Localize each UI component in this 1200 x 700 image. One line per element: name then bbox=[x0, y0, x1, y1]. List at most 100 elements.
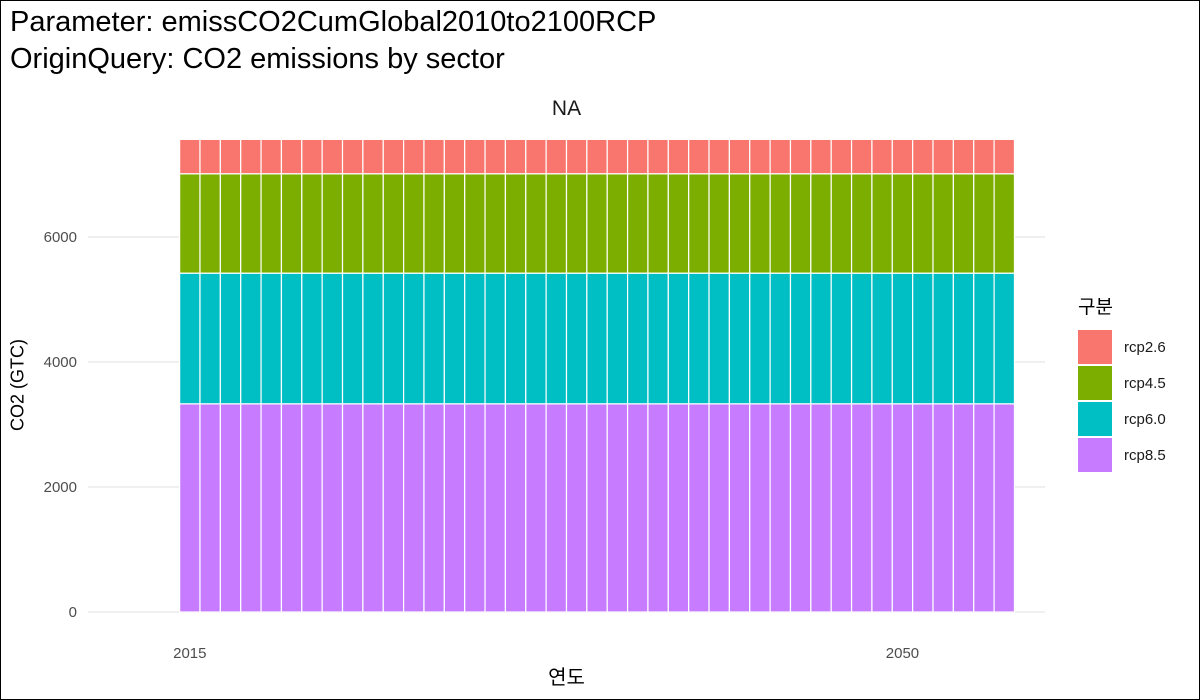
bar-segment-rcp6-0 bbox=[912, 272, 934, 405]
bar-segment-rcp6-0 bbox=[280, 272, 303, 405]
bar-segment-rcp8-5 bbox=[606, 403, 629, 613]
bar-segment-rcp8-5 bbox=[403, 403, 425, 613]
bar-segment-rcp2-6 bbox=[280, 138, 303, 175]
bar-segment-rcp4-5 bbox=[973, 173, 995, 274]
bar-segment-rcp4-5 bbox=[464, 173, 486, 274]
bar-segment-rcp4-5 bbox=[341, 173, 364, 274]
bar-segment-rcp2-6 bbox=[932, 138, 954, 175]
bar-segment-rcp2-6 bbox=[830, 138, 853, 175]
bar-segment-rcp6-0 bbox=[219, 272, 242, 405]
bar-segment-rcp2-6 bbox=[565, 138, 588, 175]
bar-segment-rcp2-6 bbox=[219, 138, 242, 175]
bar-segment-rcp4-5 bbox=[830, 173, 853, 274]
bar-segment-rcp6-0 bbox=[789, 272, 812, 405]
bar-segment-rcp4-5 bbox=[769, 173, 792, 274]
bar-segment-rcp8-5 bbox=[443, 403, 466, 613]
bar-segment-rcp4-5 bbox=[280, 173, 303, 274]
bar-segment-rcp4-5 bbox=[545, 173, 568, 274]
y-tick-label: 4000 bbox=[44, 354, 77, 371]
bar-segment-rcp8-5 bbox=[280, 403, 303, 613]
bar-segment-rcp6-0 bbox=[932, 272, 954, 405]
legend-item: rcp8.5 bbox=[1078, 437, 1166, 473]
bar-segment-rcp4-5 bbox=[810, 173, 832, 274]
bar-segment-rcp4-5 bbox=[260, 173, 283, 274]
legend-label: rcp6.0 bbox=[1124, 410, 1166, 428]
bar-segment-rcp8-5 bbox=[219, 403, 242, 613]
bar-segment-rcp6-0 bbox=[667, 272, 690, 405]
legend-label: rcp8.5 bbox=[1124, 446, 1166, 464]
bar-segment-rcp2-6 bbox=[260, 138, 283, 175]
bar-segment-rcp4-5 bbox=[952, 173, 975, 274]
bar-segment-rcp8-5 bbox=[341, 403, 364, 613]
bar-segment-rcp4-5 bbox=[179, 173, 201, 274]
bar-segment-rcp8-5 bbox=[647, 403, 669, 613]
legend-key-swatch bbox=[1078, 330, 1112, 364]
bar-segment-rcp8-5 bbox=[973, 403, 995, 613]
bar-segment-rcp8-5 bbox=[240, 403, 262, 613]
bar-segment-rcp4-5 bbox=[708, 173, 730, 274]
bar-segment-rcp6-0 bbox=[525, 272, 547, 405]
bar-segment-rcp2-6 bbox=[912, 138, 934, 175]
bar-segment-rcp8-5 bbox=[952, 403, 975, 613]
legend: 구분 rcp2.6 rcp4.5 rcp6.0 rcp8.5 bbox=[1078, 292, 1166, 473]
bar-segment-rcp6-0 bbox=[891, 272, 914, 405]
bar-segment-rcp8-5 bbox=[728, 403, 751, 613]
bar-segment-rcp8-5 bbox=[382, 403, 405, 613]
legend-title: 구분 bbox=[1078, 296, 1113, 318]
bar-segment-rcp8-5 bbox=[504, 403, 527, 613]
bar-segment-rcp6-0 bbox=[545, 272, 568, 405]
chart-title-origin-query: OriginQuery: CO2 emissions by sector bbox=[10, 43, 505, 75]
bar-segment-rcp6-0 bbox=[403, 272, 425, 405]
bar-segment-rcp6-0 bbox=[769, 272, 792, 405]
bar-segment-rcp8-5 bbox=[830, 403, 853, 613]
bar-segment-rcp4-5 bbox=[728, 173, 751, 274]
bar-segment-rcp2-6 bbox=[789, 138, 812, 175]
legend-key-swatch bbox=[1078, 402, 1112, 436]
bar-segment-rcp4-5 bbox=[871, 173, 893, 274]
bar-segment-rcp6-0 bbox=[321, 272, 344, 405]
bar-segment-rcp2-6 bbox=[525, 138, 547, 175]
legend-label: rcp4.5 bbox=[1124, 374, 1166, 392]
bar-segment-rcp6-0 bbox=[952, 272, 975, 405]
bar-segment-rcp4-5 bbox=[525, 173, 547, 274]
bar-segment-rcp8-5 bbox=[423, 403, 445, 613]
bar-segment-rcp2-6 bbox=[484, 138, 507, 175]
bar-segment-rcp2-6 bbox=[240, 138, 262, 175]
bar-segment-rcp6-0 bbox=[362, 272, 384, 405]
bar-segment-rcp6-0 bbox=[647, 272, 669, 405]
bar-segment-rcp2-6 bbox=[403, 138, 425, 175]
legend-item: rcp4.5 bbox=[1078, 365, 1166, 401]
bar-segment-rcp4-5 bbox=[688, 173, 710, 274]
bar-segment-rcp6-0 bbox=[260, 272, 283, 405]
bar-segment-rcp2-6 bbox=[728, 138, 751, 175]
bar-segment-rcp2-6 bbox=[810, 138, 832, 175]
x-tick-label: 2015 bbox=[173, 645, 206, 662]
bar-segment-rcp4-5 bbox=[667, 173, 690, 274]
bar-segment-rcp2-6 bbox=[199, 138, 221, 175]
bar-segment-rcp2-6 bbox=[423, 138, 445, 175]
bar-segment-rcp4-5 bbox=[606, 173, 629, 274]
legend-key-swatch bbox=[1078, 366, 1112, 400]
bar-segment-rcp2-6 bbox=[688, 138, 710, 175]
bar-segment-rcp8-5 bbox=[769, 403, 792, 613]
bar-segment-rcp4-5 bbox=[423, 173, 445, 274]
bar-segment-rcp8-5 bbox=[321, 403, 344, 613]
bar-segment-rcp4-5 bbox=[301, 173, 323, 274]
bar-segment-rcp4-5 bbox=[749, 173, 771, 274]
bar-segment-rcp6-0 bbox=[749, 272, 771, 405]
bar-segment-rcp4-5 bbox=[199, 173, 221, 274]
bar-segment-rcp2-6 bbox=[993, 138, 1016, 175]
bar-segment-rcp6-0 bbox=[728, 272, 751, 405]
bar-segment-rcp6-0 bbox=[830, 272, 853, 405]
bar-segment-rcp2-6 bbox=[952, 138, 975, 175]
bar-segment-rcp8-5 bbox=[688, 403, 710, 613]
bar-segment-rcp6-0 bbox=[199, 272, 221, 405]
bar-segment-rcp8-5 bbox=[891, 403, 914, 613]
bar-segment-rcp4-5 bbox=[362, 173, 384, 274]
bar-segment-rcp8-5 bbox=[179, 403, 201, 613]
bar-segment-rcp2-6 bbox=[667, 138, 690, 175]
y-tick-label: 2000 bbox=[44, 479, 77, 496]
bar-segment-rcp6-0 bbox=[423, 272, 445, 405]
bar-segment-rcp4-5 bbox=[891, 173, 914, 274]
bar-segment-rcp2-6 bbox=[301, 138, 323, 175]
